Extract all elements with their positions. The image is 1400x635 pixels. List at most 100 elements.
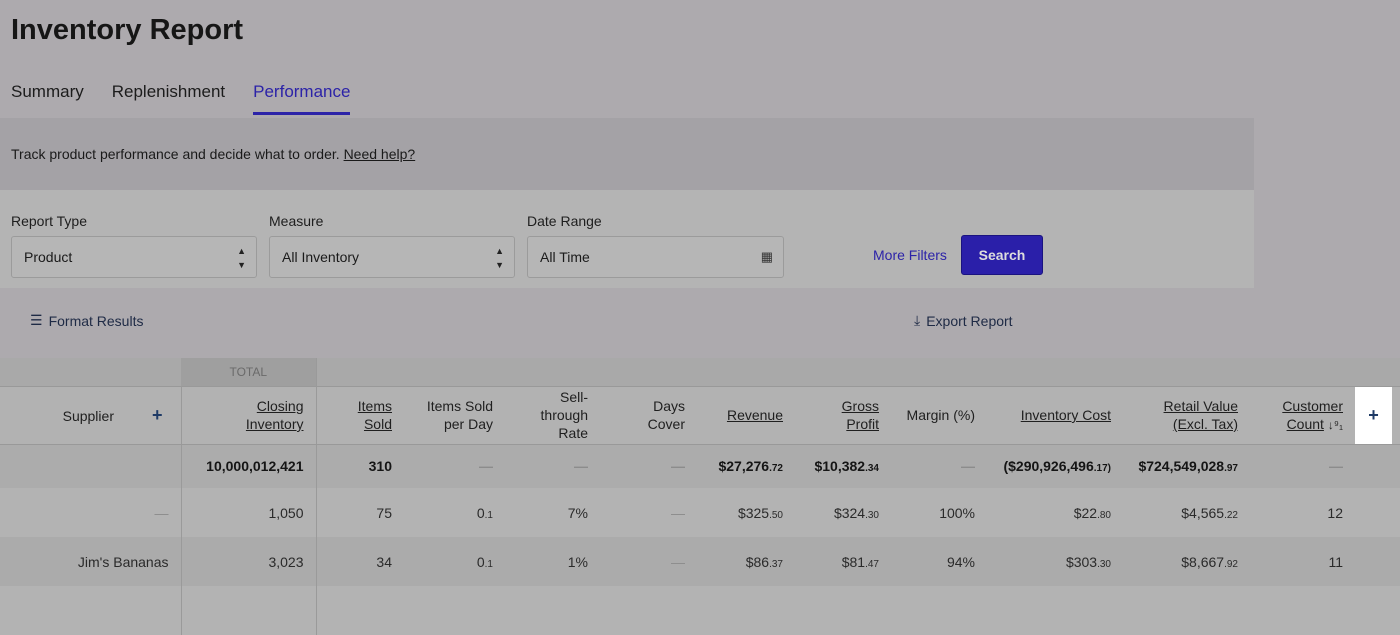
- value: —: [154, 504, 169, 521]
- cents: .1: [484, 558, 493, 570]
- sort-arrows-icon: ▲ ▼: [237, 246, 246, 270]
- h: Margin (%): [906, 407, 975, 423]
- search-button[interactable]: Search: [961, 235, 1043, 275]
- sort-descending-icon: ↓⁹₁: [1327, 417, 1343, 432]
- export-report-button[interactable]: ⤓ Export Report: [914, 312, 1013, 329]
- calendar-icon: ▦: [760, 249, 773, 264]
- h: (Excl. Tax): [1172, 416, 1238, 432]
- add-column-button[interactable]: +: [1355, 385, 1392, 445]
- cell-sell-through: —: [505, 444, 600, 488]
- value: $724,549,028: [1138, 458, 1225, 475]
- cell-margin: —: [891, 444, 987, 488]
- value: 0: [476, 553, 485, 570]
- value: $325: [737, 504, 770, 521]
- cents: .30: [865, 509, 879, 521]
- add-grouping-icon[interactable]: +: [151, 404, 163, 425]
- cell-inventory-cost: ($290,926,496.17): [987, 444, 1123, 488]
- cell-sell-through: [505, 586, 600, 635]
- cents: .92: [1224, 558, 1238, 570]
- measure-select[interactable]: All Inventory ▲ ▼: [269, 236, 515, 278]
- header-sell-through-rate: Sell-through Rate: [505, 385, 600, 445]
- tab-performance[interactable]: Performance: [253, 82, 351, 115]
- header-inventory-cost[interactable]: Inventory Cost: [987, 385, 1123, 445]
- h: Customer: [1282, 397, 1343, 414]
- cell-margin: 100%: [891, 488, 987, 537]
- cell-inventory-cost: $303.30: [987, 537, 1123, 586]
- cents: .80: [1097, 509, 1111, 521]
- report-type-select[interactable]: Product ▲ ▼: [11, 236, 257, 278]
- sliders-icon: ☰: [30, 312, 43, 328]
- header-gross-profit[interactable]: Gross Profit: [795, 385, 891, 445]
- sort-arrows-icon: ▲ ▼: [495, 246, 504, 270]
- cell-revenue: $27,276.72: [697, 444, 795, 488]
- supplier-label: Supplier: [62, 407, 114, 424]
- header-revenue[interactable]: Revenue: [697, 385, 795, 445]
- h: Sell-: [559, 389, 588, 405]
- h: Retail Value: [1163, 398, 1238, 414]
- date-range-field: Date Range All Time ▦: [527, 213, 784, 278]
- export-report-label: Export Report: [926, 312, 1013, 329]
- cell-per-day: 0.1: [404, 537, 505, 586]
- value: 34: [376, 553, 392, 570]
- date-range-label: Date Range: [527, 213, 602, 229]
- cell-retail-value: $8,667.92: [1123, 537, 1250, 586]
- cell-retail-value: $724,549,028.97: [1123, 444, 1250, 488]
- value: 100%: [939, 504, 975, 521]
- cents: .34: [865, 463, 879, 475]
- header-closing-inventory[interactable]: Closing Inventory: [181, 385, 317, 445]
- report-type-field: Report Type Product ▲ ▼: [11, 213, 257, 278]
- header-retail-value[interactable]: Retail Value (Excl. Tax): [1123, 385, 1250, 445]
- header-items-sold[interactable]: Items Sold: [316, 385, 404, 445]
- value: 1%: [567, 553, 588, 570]
- h: Closing: [256, 398, 304, 414]
- h: Inventory: [245, 416, 304, 432]
- value: 12: [1327, 504, 1343, 521]
- cents: .97: [1224, 463, 1238, 475]
- banner-text: Track product performance and decide wha…: [11, 146, 340, 162]
- date-range-input[interactable]: All Time ▦: [527, 236, 784, 278]
- value: $324: [833, 504, 866, 521]
- measure-value: All Inventory: [282, 249, 360, 265]
- cell-inventory-cost: $22.80: [987, 488, 1123, 537]
- value: 0: [476, 504, 485, 521]
- header-customer-count[interactable]: Customer Count ↓⁹₁: [1250, 385, 1355, 445]
- header-items-sold-per-day: Items Sold per Day: [404, 385, 505, 445]
- cents: .1: [484, 509, 493, 521]
- value: —: [671, 458, 685, 475]
- cell-supplier: —: [0, 488, 182, 537]
- cell-inventory-cost: [987, 586, 1123, 635]
- value: —: [671, 553, 685, 570]
- cell-closing: 10,000,012,421: [181, 444, 317, 488]
- cell-days-cover: —: [600, 444, 697, 488]
- tab-summary[interactable]: Summary: [11, 82, 84, 101]
- value: $4,565: [1181, 504, 1225, 521]
- cell-per-day: [404, 586, 505, 635]
- table-row: Jim's Bananas 3,023 34 0.1 1% — $86.37 $81.47 94…: [0, 537, 1400, 586]
- plus-icon: +: [1368, 404, 1379, 425]
- h: Revenue: [726, 407, 783, 423]
- cell-revenue: [697, 586, 795, 635]
- table-row: [0, 586, 1400, 635]
- cents: .47: [865, 558, 879, 570]
- format-results-button[interactable]: ☰ Format Results: [30, 312, 143, 329]
- value: ($290,926,496: [1003, 458, 1094, 475]
- value: 75: [376, 504, 392, 521]
- value: —: [671, 504, 685, 521]
- cell-margin: 94%: [891, 537, 987, 586]
- tabs: Summary Replenishment Performance: [11, 82, 351, 115]
- header-days-cover: Days Cover: [600, 385, 697, 445]
- value: 1,050: [268, 504, 304, 521]
- cell-customer-count: [1250, 586, 1355, 635]
- tab-replenishment[interactable]: Replenishment: [111, 82, 226, 101]
- more-filters-link[interactable]: More Filters: [873, 247, 947, 263]
- cell-sell-through: 1%: [505, 537, 600, 586]
- value: 310: [368, 458, 392, 475]
- need-help-link[interactable]: Need help?: [343, 146, 416, 162]
- h: Count: [1286, 415, 1324, 432]
- cell-items-sold: 75: [316, 488, 404, 537]
- info-banner: Track product performance and decide wha…: [0, 118, 1254, 190]
- value: Jim's Bananas: [77, 553, 169, 570]
- header-supplier: Supplier +: [0, 385, 182, 445]
- totals-row: 10,000,012,421 310— — — $27,276.72 $10,382.34…: [0, 444, 1400, 488]
- cell-supplier: Jim's Bananas: [0, 537, 182, 586]
